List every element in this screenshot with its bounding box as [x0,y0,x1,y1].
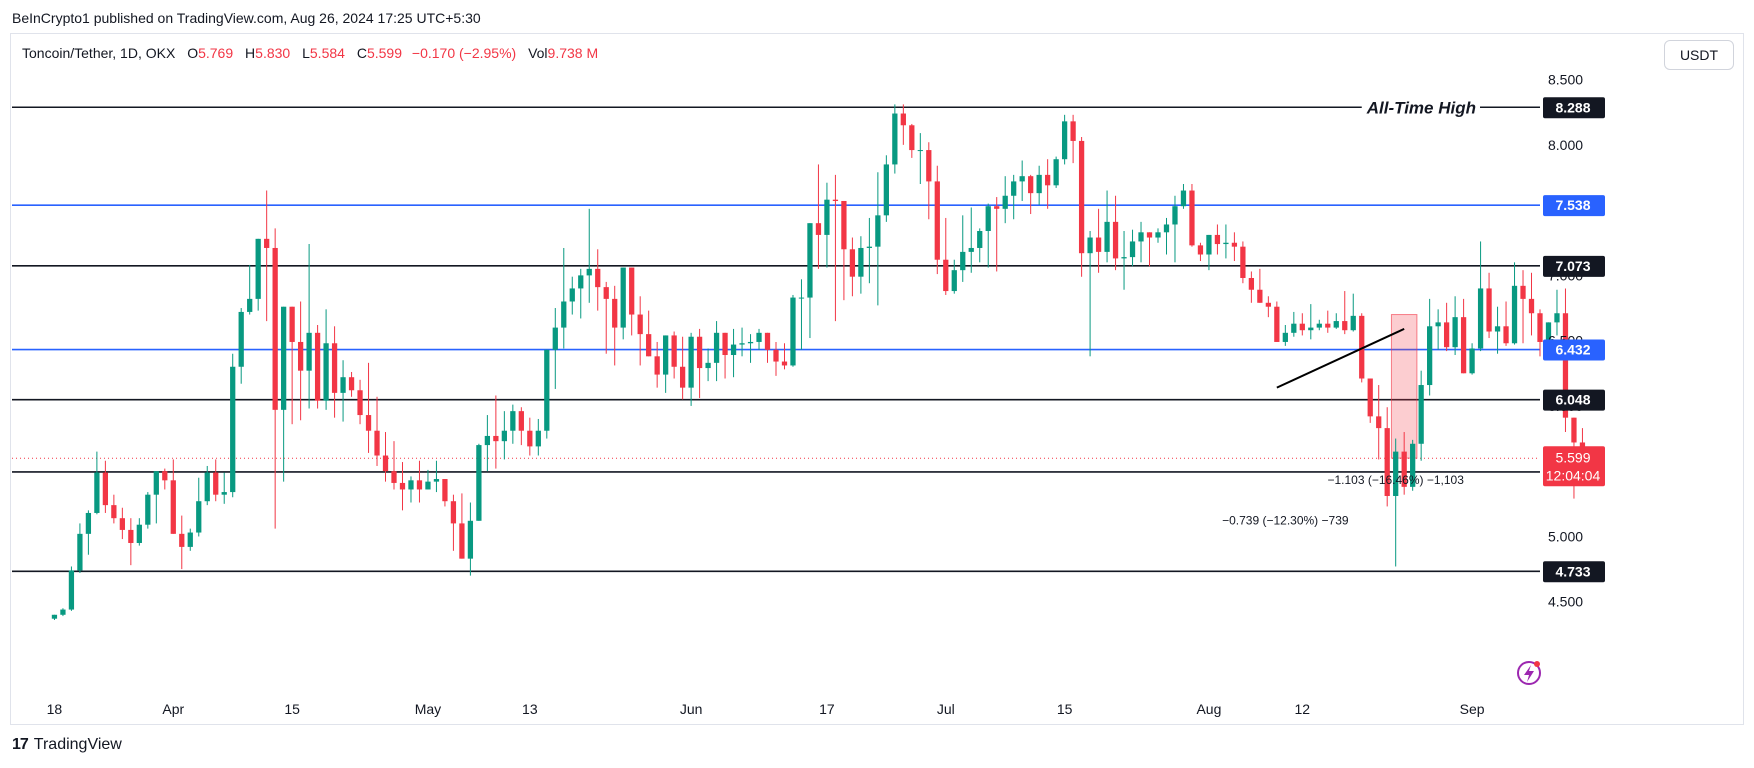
legend-high-key: H [245,45,256,61]
legend-volume-key: Vol [528,45,548,61]
legend-change: −0.170 (−2.95%) [411,45,517,61]
legend-close-key: C [356,45,367,61]
legend-low-value: 5.584 [309,45,345,61]
chart-frame [10,33,1744,725]
tradingview-logo-icon: 17 [12,736,29,753]
tradingview-brand: TradingView [33,736,122,753]
legend-high-value: 5.830 [255,45,291,61]
legend-open-value: 5.769 [198,45,234,61]
legend-open-key: O [187,45,199,61]
symbol-legend: Toncoin/Tether, 1D, OKX O5.769 H5.830 L5… [22,45,598,61]
tradingview-logo: 17 TradingView [12,736,122,754]
legend-symbol: Toncoin/Tether, 1D, OKX [22,45,176,61]
legend-close-value: 5.599 [366,45,402,61]
legend-low-key: L [302,45,310,61]
legend-volume-value: 9.738 M [547,45,599,61]
publisher-caption: BeInCrypto1 published on TradingView.com… [12,10,481,26]
currency-button[interactable]: USDT [1664,40,1734,70]
